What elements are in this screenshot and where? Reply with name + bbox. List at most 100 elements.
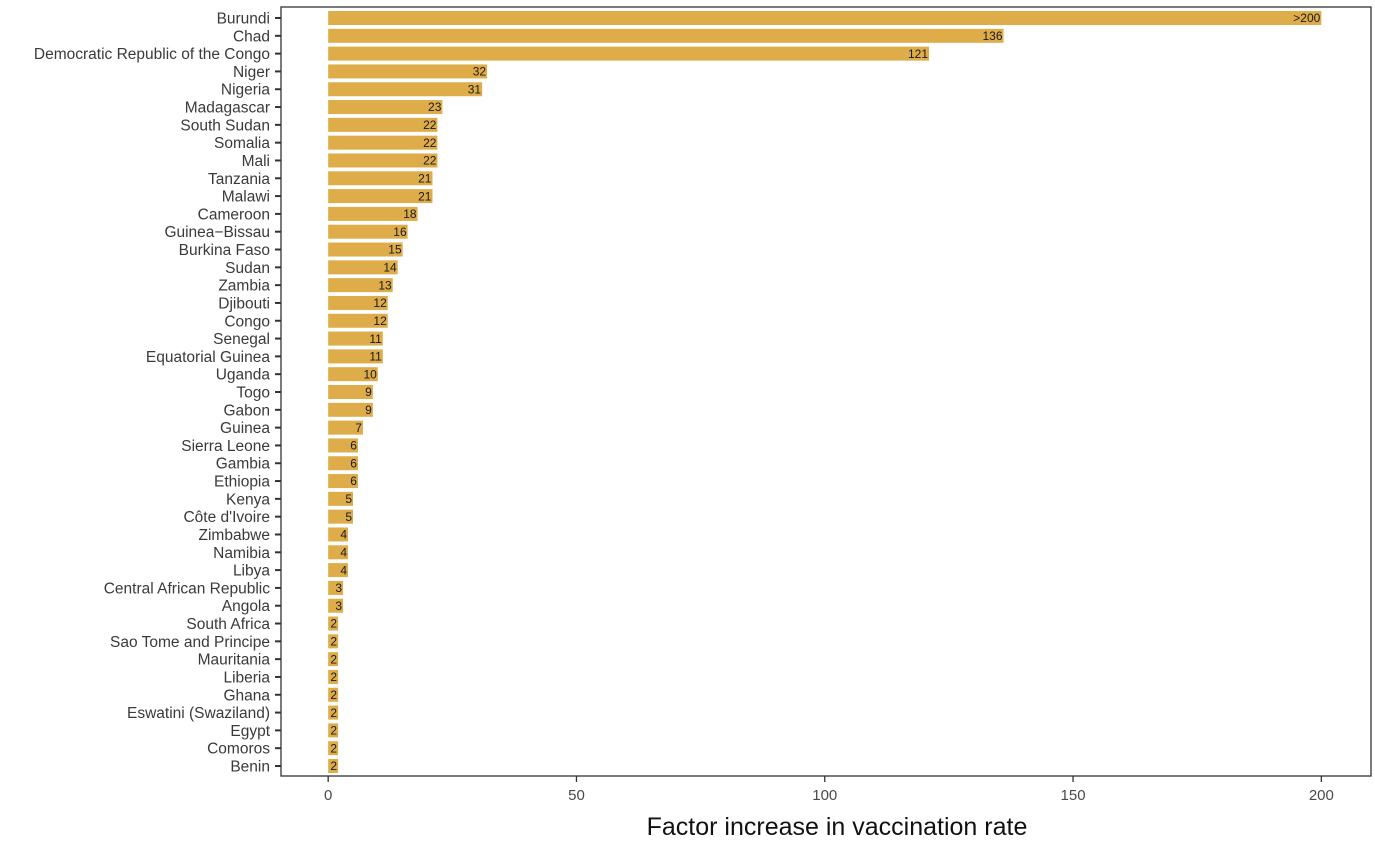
- y-tick-label: Guinea: [220, 420, 270, 437]
- bar: [328, 705, 339, 720]
- x-tick-label: 200: [1309, 787, 1334, 804]
- bar: [328, 331, 383, 346]
- data-label: 2: [330, 652, 337, 666]
- y-tick-label: Chad: [233, 28, 270, 45]
- data-label: 22: [423, 118, 437, 132]
- y-tick-label: Benin: [230, 759, 270, 776]
- y-tick-label: Egypt: [230, 723, 270, 740]
- data-label: >200: [1293, 11, 1320, 25]
- bar: [328, 723, 339, 738]
- bar: [328, 491, 354, 506]
- data-label: 2: [330, 670, 337, 684]
- x-tick-label: 150: [1061, 787, 1086, 804]
- data-label: 6: [350, 439, 357, 453]
- y-tick-label: Comoros: [207, 741, 270, 758]
- bar: [328, 669, 339, 684]
- y-tick-label: Sao Tome and Principe: [110, 634, 270, 651]
- bar: [328, 100, 443, 115]
- data-label: 21: [418, 189, 432, 203]
- bar: [328, 349, 383, 364]
- bar: [328, 456, 358, 471]
- bar: [328, 741, 339, 756]
- y-tick-label: Senegal: [213, 331, 270, 348]
- bar: [328, 153, 438, 168]
- bar: [328, 260, 398, 275]
- data-label: 9: [365, 385, 372, 399]
- data-label: 18: [403, 207, 417, 221]
- data-label: 31: [468, 82, 482, 96]
- y-tick-label: Zambia: [218, 278, 270, 295]
- x-tick-label: 100: [812, 787, 837, 804]
- data-label: 5: [345, 492, 352, 506]
- y-tick-label: Mali: [242, 153, 270, 170]
- bar: [328, 687, 339, 702]
- data-label: 14: [383, 261, 397, 275]
- data-label: 4: [340, 563, 347, 577]
- data-label: 21: [418, 171, 432, 185]
- bar: [328, 46, 930, 61]
- y-tick-label: Kenya: [226, 491, 270, 508]
- bar: [328, 527, 349, 542]
- bar: [328, 367, 378, 382]
- data-label: 10: [363, 367, 377, 381]
- data-label: 136: [982, 29, 1002, 43]
- bar: [328, 509, 354, 524]
- data-label: 23: [428, 100, 442, 114]
- bar: [328, 224, 408, 239]
- data-label: 12: [373, 296, 387, 310]
- y-tick-label: Nigeria: [221, 82, 270, 99]
- y-tick-label: South Sudan: [180, 117, 270, 134]
- y-tick-label: South Africa: [186, 616, 270, 633]
- data-label: 32: [473, 65, 487, 79]
- bar: [328, 171, 433, 186]
- y-tick-label: Malawi: [222, 189, 270, 206]
- bar: [328, 242, 403, 257]
- y-tick-label: Ghana: [223, 687, 270, 704]
- data-label: 2: [330, 688, 337, 702]
- y-tick-label: Central African Republic: [104, 580, 271, 597]
- y-tick-label: Democratic Republic of the Congo: [34, 46, 270, 63]
- data-label: 2: [330, 759, 337, 773]
- bar: [328, 616, 339, 631]
- y-tick-label: Libya: [233, 563, 270, 580]
- data-label: 15: [388, 243, 402, 257]
- y-tick-label: Somalia: [214, 135, 270, 152]
- data-label: 4: [340, 528, 347, 542]
- data-label: 3: [335, 599, 342, 613]
- bar: [328, 278, 393, 293]
- y-tick-label: Burkina Faso: [179, 242, 270, 259]
- y-tick-label: Sierra Leone: [181, 438, 270, 455]
- y-tick-label: Equatorial Guinea: [146, 349, 270, 366]
- bar: [328, 385, 373, 399]
- x-tick-label: 50: [568, 787, 585, 804]
- data-label: 12: [373, 314, 387, 328]
- plot-panel-border: [280, 6, 1372, 777]
- y-tick-label: Angola: [222, 598, 271, 615]
- bar: [328, 545, 349, 560]
- data-label: 2: [330, 741, 337, 755]
- data-label: 3: [335, 581, 342, 595]
- bar: [328, 206, 418, 221]
- bar: [328, 598, 344, 613]
- bar: [328, 634, 339, 649]
- bar: [328, 420, 363, 435]
- data-label: 4: [340, 545, 347, 559]
- y-tick-label: Mauritania: [198, 652, 271, 669]
- bars-layer: >200136121323123222222212118161514131212…: [328, 11, 1322, 773]
- y-tick-label: Djibouti: [218, 295, 270, 312]
- bar: [328, 295, 388, 310]
- bar: [328, 189, 433, 204]
- y-tick-label: Namibia: [213, 545, 270, 562]
- data-label: 7: [355, 421, 362, 435]
- bar: [328, 580, 344, 595]
- x-tick-label: 0: [324, 787, 332, 804]
- y-tick-label: Zimbabwe: [199, 527, 271, 544]
- data-label: 11: [369, 350, 382, 364]
- data-label: 2: [330, 706, 337, 720]
- data-label: 2: [330, 617, 337, 631]
- data-label: 16: [393, 225, 407, 239]
- data-label: 9: [365, 403, 372, 417]
